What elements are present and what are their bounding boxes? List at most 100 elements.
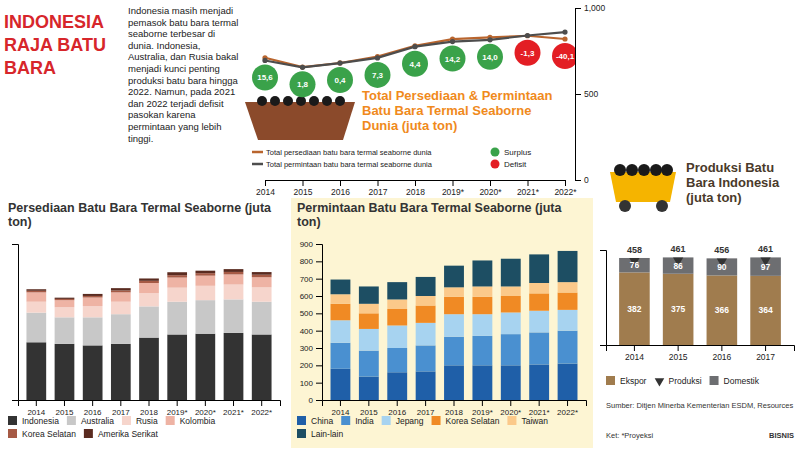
data-point bbox=[525, 33, 530, 38]
data-label: 456 bbox=[714, 245, 729, 255]
tick-mark bbox=[567, 400, 568, 406]
tick-mark bbox=[765, 345, 766, 351]
tick: 2014 bbox=[27, 400, 45, 417]
legend-label: Indonesia bbox=[22, 416, 59, 426]
x-axis: 201420152016201720182019*2020*2021*2022* bbox=[256, 180, 577, 197]
ship-decoration bbox=[245, 102, 355, 140]
tick: 2018 bbox=[406, 180, 425, 197]
legend-label: China bbox=[311, 416, 333, 426]
legend: IndonesiaAustraliaRusiaKolombiaKorea Sel… bbox=[8, 416, 215, 439]
legend-item: Lain-lain bbox=[297, 429, 343, 439]
bar-segment bbox=[619, 258, 650, 272]
data-point bbox=[562, 36, 567, 41]
balance-bubble bbox=[365, 62, 391, 88]
bar-segment bbox=[558, 251, 578, 282]
bar-segment bbox=[167, 278, 187, 288]
text-line: Australia, dan Rusia bakal bbox=[128, 51, 238, 62]
legend-item: Surplus bbox=[491, 148, 532, 158]
bar-segment bbox=[558, 282, 578, 292]
tick: 0 bbox=[575, 175, 589, 185]
bar-segment bbox=[416, 371, 436, 400]
tick-label: 2020* bbox=[500, 408, 521, 417]
text-line: Total Persediaan & Permintaan bbox=[362, 88, 553, 103]
y-axis bbox=[12, 245, 19, 401]
bar-segment bbox=[359, 351, 379, 377]
truck-body bbox=[610, 172, 676, 202]
tick-mark bbox=[316, 331, 322, 332]
bar-segment bbox=[139, 278, 159, 280]
bar-segment bbox=[167, 272, 187, 275]
text-line: Batu Bara Termal Seaborne bbox=[362, 103, 532, 118]
text-line: seaborne terbesar di bbox=[128, 28, 215, 39]
bar-segment bbox=[55, 298, 75, 299]
legend-swatch bbox=[8, 429, 17, 438]
data-label: 97 bbox=[761, 262, 771, 272]
bar-segment bbox=[387, 282, 407, 299]
intro-text: Indonesia masih menjadipemasok batu bara… bbox=[128, 5, 239, 144]
legend-item: Korea Selatan bbox=[8, 429, 76, 439]
legend-label: Amerika Serikat bbox=[98, 429, 159, 439]
tick: 2017 bbox=[417, 400, 435, 417]
legend-swatch bbox=[507, 416, 516, 425]
balance-bubble bbox=[327, 67, 353, 93]
bar-segment bbox=[83, 345, 103, 400]
tick-mark bbox=[316, 400, 322, 401]
bar-segment bbox=[472, 286, 492, 296]
tick-label: 600 bbox=[300, 292, 314, 301]
tick: 2022* bbox=[251, 400, 272, 417]
text-line: Permintaan Batu Bara Termal Seaborne (ju… bbox=[297, 201, 562, 215]
tick-mark bbox=[340, 180, 341, 186]
legend-swatch bbox=[491, 160, 500, 169]
tick-mark bbox=[368, 400, 369, 406]
text-line: Bara Indonesia bbox=[686, 175, 780, 190]
balance-label: 1,8 bbox=[297, 80, 309, 89]
tick: 2017 bbox=[112, 400, 130, 417]
truck-decoration bbox=[610, 164, 676, 212]
bar-segment bbox=[331, 343, 351, 369]
data-labels: 38276458375864613669045636497461 bbox=[627, 244, 773, 315]
tick: 2015 bbox=[669, 345, 688, 362]
tick-mark bbox=[565, 180, 566, 186]
data-label: 366 bbox=[715, 305, 729, 315]
legend-label: Domestik bbox=[724, 376, 760, 386]
legend-item: India bbox=[341, 416, 374, 426]
coal-decoration bbox=[309, 96, 319, 106]
bar-segment bbox=[167, 334, 187, 400]
tick: 2015 bbox=[294, 180, 313, 197]
bar-segment bbox=[83, 306, 103, 317]
tick-label: 2022* bbox=[557, 408, 578, 417]
bar-segment bbox=[501, 334, 521, 365]
tick-label: 800 bbox=[300, 257, 314, 266]
text-line: ton) bbox=[297, 215, 321, 229]
tick-label: 2017 bbox=[369, 187, 388, 197]
tick-mark bbox=[316, 365, 322, 366]
tick: 2017 bbox=[756, 345, 775, 362]
bar-segment bbox=[252, 277, 272, 287]
tick-mark bbox=[490, 180, 491, 186]
bar-segment bbox=[529, 254, 549, 283]
tick: 500 bbox=[575, 89, 598, 99]
legend: ChinaIndiaJepangKorea SelatanTaiwanLain-… bbox=[297, 416, 548, 439]
tick: 2014 bbox=[625, 345, 644, 362]
tick-mark bbox=[316, 244, 322, 245]
legend-item: Defisit bbox=[491, 160, 528, 170]
bar-segment bbox=[416, 345, 436, 371]
legend-item: Rusia bbox=[122, 416, 158, 426]
bar-segment bbox=[26, 292, 46, 301]
axis-line bbox=[323, 401, 587, 407]
bar-segment bbox=[83, 317, 103, 345]
coal-decoration bbox=[270, 96, 280, 106]
text-line: Indonesia masih menjadi bbox=[128, 5, 233, 16]
data-label: 461 bbox=[758, 244, 773, 254]
bar-segment bbox=[416, 323, 436, 346]
tick-mark bbox=[721, 345, 722, 351]
tick-mark bbox=[425, 400, 426, 406]
bar-segment bbox=[444, 365, 464, 400]
tick: 2016 bbox=[388, 400, 406, 417]
bar-segment bbox=[444, 297, 464, 314]
bar-segment bbox=[139, 306, 159, 337]
tick-mark bbox=[316, 261, 322, 262]
tick-label: 2014 bbox=[332, 408, 350, 417]
bar-segment bbox=[416, 306, 436, 323]
bar-segment bbox=[83, 298, 103, 307]
